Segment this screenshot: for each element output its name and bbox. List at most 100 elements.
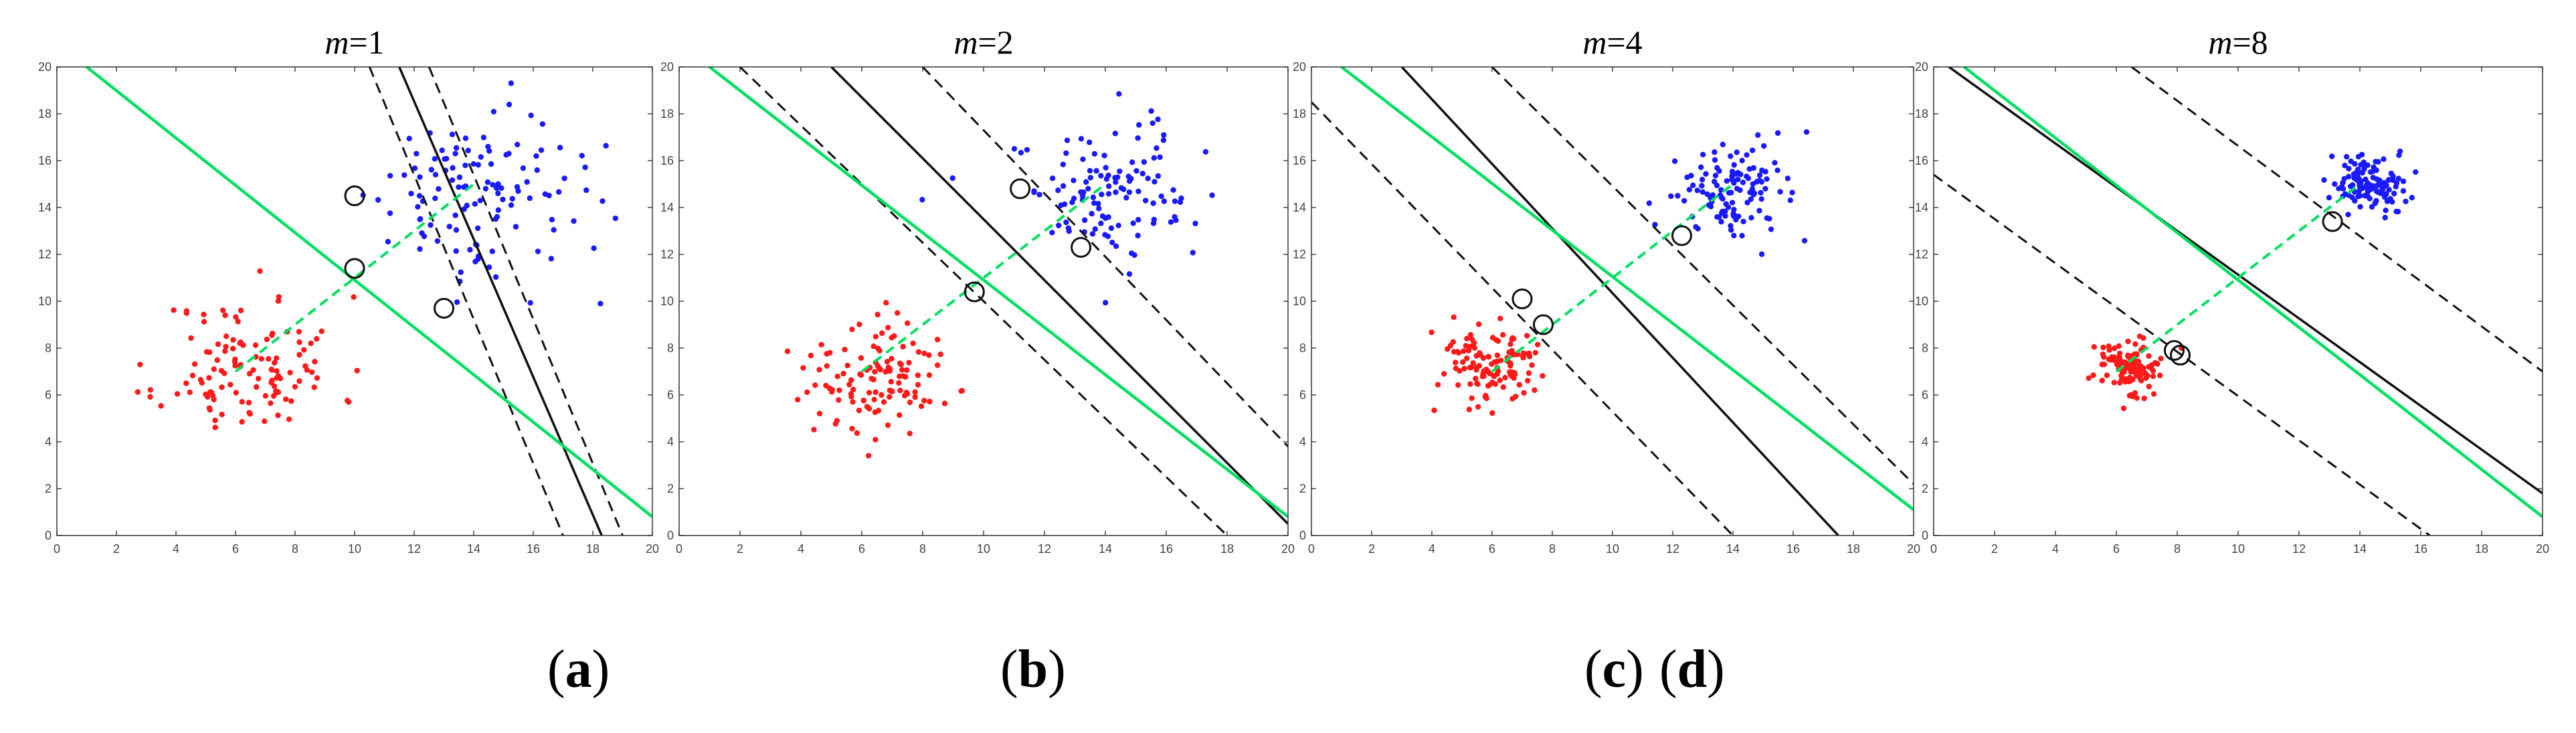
- panel-3-class1-point: [1455, 349, 1462, 356]
- panel-1-class2-point: [417, 246, 423, 252]
- panel-3-class1-point: [1467, 364, 1473, 371]
- panel-3-class2-point: [1686, 187, 1693, 193]
- panel-2-class1-point: [885, 422, 891, 428]
- panel-3-class1-point: [1534, 341, 1541, 347]
- panel-2-class2-point: [1103, 300, 1109, 306]
- panel-2-class2-point: [1011, 146, 1018, 152]
- panel-2-class2-point: [1112, 131, 1119, 137]
- panel-4-class2-point: [2383, 208, 2389, 214]
- panel-1-class1-point: [288, 398, 294, 404]
- panel-1-class2-point: [465, 147, 471, 154]
- panel-2-title-variable: m: [953, 23, 978, 61]
- panel-4-class1-point: [2116, 343, 2122, 349]
- panel-2-class1-point: [816, 367, 822, 373]
- panel-2-ytick-label: 0: [667, 529, 674, 542]
- panel-3-class1-point: [1492, 381, 1499, 388]
- panel-4-class1-point: [2136, 333, 2143, 339]
- panel-1-class1-point: [183, 380, 189, 386]
- panel-2-class1-point: [866, 390, 872, 396]
- panel-2-class2-point: [1177, 199, 1184, 206]
- panel-4-class2-point: [2403, 198, 2409, 205]
- panel-2-class1-point: [887, 387, 893, 394]
- panel-1-class1-point: [174, 391, 181, 397]
- panel-4-class1-point: [2099, 378, 2105, 384]
- panel-1-xtick-label: 8: [292, 542, 298, 556]
- panel-1-class2-point: [557, 145, 563, 151]
- panel-3-class2-point: [1735, 176, 1741, 183]
- panel-4: m=8 0 2 4 6 8 10 12 14 16 18 20 0 2 4 6 8 10 12 14 16 18 20: [1915, 23, 2549, 556]
- panel-2-class2-point: [1113, 179, 1119, 185]
- panel-1-class2-point: [520, 165, 527, 171]
- panel-1-axes-frame: [56, 66, 653, 536]
- panel-2-ytick-label: 18: [660, 107, 674, 120]
- panel-2-class1-point: [896, 412, 903, 418]
- panel-3-class1-point: [1532, 349, 1538, 356]
- panel-4-ytick-label: 12: [1915, 248, 1928, 261]
- panel-3-class1-point: [1467, 381, 1473, 387]
- panel-1-class1-point: [188, 335, 194, 341]
- panel-3-class2-point: [1764, 176, 1770, 182]
- panel-4-class2-point: [2400, 178, 2407, 185]
- panel-4-class2-point: [2359, 151, 2365, 158]
- panel-2-class2-point: [1096, 206, 1102, 212]
- panel-4-class2-point: [2348, 158, 2354, 165]
- panel-1-margin-line-1: [368, 67, 564, 536]
- panel-1-class1-point: [275, 298, 282, 304]
- panel-1-class2-point: [515, 188, 521, 194]
- panel-1-class2-point: [579, 153, 585, 159]
- panel-3-class2-point: [1728, 223, 1734, 229]
- panel-2-class2-point: [1139, 171, 1146, 177]
- panel-1-class2-point: [494, 214, 500, 220]
- panel-4-class1-point: [2130, 376, 2136, 383]
- panel-1-class1-point: [318, 328, 325, 335]
- panel-1-class1-point: [207, 389, 213, 396]
- panel-2-class1-point: [889, 355, 895, 362]
- panel-4-plot-area: [1934, 67, 2543, 536]
- panel-1-class1-point: [296, 329, 302, 335]
- panel-1-class2-point: [470, 161, 476, 167]
- panel-4-class2-point: [2397, 148, 2403, 155]
- panel-3-class2-point: [1694, 187, 1701, 193]
- panel-3-class2-point: [1749, 147, 1756, 153]
- panel-4-class2-point: [2343, 153, 2350, 160]
- panel-1-class1-point: [354, 368, 360, 374]
- panel-4-class2-point: [2357, 186, 2363, 193]
- panel-2-class1-point: [829, 387, 836, 393]
- panel-4-class2-point: [2364, 185, 2371, 191]
- panel-3-decision-boundary: [1400, 67, 1839, 536]
- panel-2-class2-point: [1125, 173, 1131, 179]
- panel-3-class1-point: [1475, 404, 1481, 410]
- panel-2-class2-point: [1129, 159, 1135, 165]
- panel-3-class2-point: [1720, 141, 1726, 148]
- panel-2-class1-point: [934, 362, 941, 368]
- panel-4-margin-line-2: [2130, 67, 2543, 373]
- panel-2-class2-point: [1081, 189, 1087, 195]
- panel-1-class2-point: [509, 195, 515, 202]
- panel-1-class1-point: [201, 311, 207, 318]
- panel-3-class2-point: [1772, 159, 1778, 166]
- panel-3-class2-point: [1681, 197, 1687, 204]
- panel-3-class1-point: [1476, 363, 1483, 369]
- panel-2-class1-point: [848, 377, 854, 383]
- panel-3-class1-point: [1489, 410, 1495, 416]
- panel-3-class2-point: [1731, 232, 1737, 239]
- panel-2-class2-point: [1148, 108, 1154, 114]
- panel-4-class2-point: [2391, 190, 2397, 197]
- panel-3-class2-point: [1784, 175, 1791, 181]
- panel-4-xtick-label: 10: [2231, 542, 2245, 556]
- caption-b: (b): [1000, 639, 1066, 700]
- panel-1-class2-point: [513, 224, 519, 230]
- panel-1-class1-point: [296, 339, 302, 345]
- panel-1-class1-point: [222, 348, 228, 354]
- panel-4-class2-point: [2351, 171, 2357, 177]
- panel-2-class2-point: [1098, 173, 1104, 179]
- panel-2-class2-point: [1105, 191, 1112, 197]
- panel-1-class1-point: [230, 337, 236, 343]
- panel-1-class2-point: [492, 274, 499, 280]
- panel-3-xtick-label: 0: [1308, 542, 1315, 556]
- panel-4-xtick-label: 18: [2475, 542, 2488, 556]
- panel-3-class2-point: [1728, 153, 1734, 159]
- panel-2-class1-point: [850, 386, 856, 393]
- panel-1-class1-point: [212, 424, 218, 430]
- panel-2-class2-point: [1090, 194, 1097, 201]
